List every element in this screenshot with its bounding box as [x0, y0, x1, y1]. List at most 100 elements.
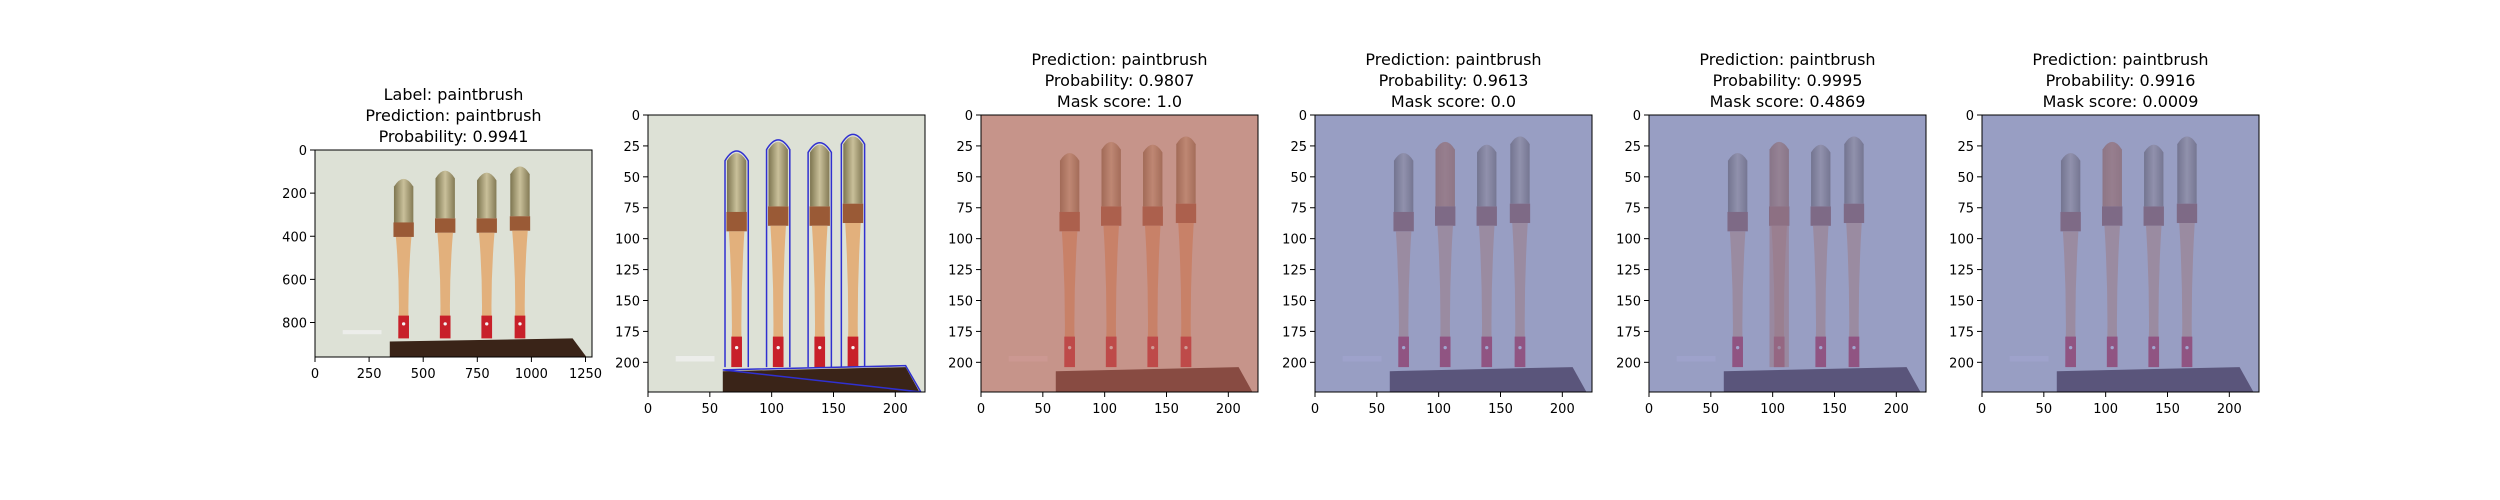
brush-dot [401, 322, 406, 326]
segment-contour [724, 150, 750, 368]
brush-dot [518, 322, 522, 326]
x-tick-label: 200 [2217, 402, 2242, 417]
panel-1-frame [314, 149, 593, 358]
brush-1 [393, 178, 414, 339]
brush-ferrule [393, 222, 414, 237]
y-tick-label: 200 [1949, 356, 1974, 371]
panel-1: 0 250 500 750 1000 1250 0 200 400 600 800 Label: pa… [282, 85, 602, 382]
panel-6-title-line: Probability: 0.9916 [2046, 71, 2196, 90]
brush-ferrule [768, 206, 789, 226]
brush-dot [776, 346, 780, 350]
brush-red-end [398, 315, 409, 339]
panel-4-title-line: Mask score: 0.0 [1391, 92, 1516, 111]
panel-5-image [1649, 115, 1926, 392]
brush-head [726, 152, 747, 212]
y-tick-label: 600 [282, 273, 307, 288]
brush-dot [485, 322, 489, 326]
y-tick-label: 0 [965, 109, 973, 124]
table-base [389, 338, 587, 357]
y-tick-label: 100 [948, 233, 973, 248]
brush-head [843, 136, 863, 204]
brush-red-end [514, 315, 526, 339]
y-tick-label: 175 [1616, 325, 1641, 340]
x-tick-label: 0 [644, 402, 652, 417]
brush-handle [512, 230, 528, 339]
x-tick-label: 200 [1216, 402, 1241, 417]
brush-handle [770, 225, 786, 368]
x-tick-label: 50 [702, 402, 719, 417]
y-tick-label: 150 [948, 294, 973, 309]
y-tick-label: 200 [282, 187, 307, 202]
y-tick-label: 0 [299, 144, 307, 159]
x-tick-label: 750 [465, 367, 490, 382]
brush-3 [476, 172, 497, 339]
y-tick-label: 0 [1966, 109, 1974, 124]
x-tick-label: 150 [1488, 402, 1513, 417]
mask-overlay [1315, 115, 1592, 392]
y-tick-label: 150 [1282, 294, 1307, 309]
brush-4 [509, 166, 531, 339]
brush-4 [840, 133, 866, 368]
x-tick-label: 200 [1884, 402, 1909, 417]
x-tick-label: 0 [1311, 402, 1319, 417]
x-tick-label: 100 [759, 402, 784, 417]
scale-label [342, 330, 382, 335]
y-tick-label: 75 [1624, 202, 1641, 217]
x-tick-label: 1250 [569, 367, 602, 382]
brush-ferrule [476, 218, 497, 233]
mask-overlay [981, 115, 1258, 392]
y-tick-label: 125 [615, 264, 640, 279]
x-tick-label: 150 [1822, 402, 1847, 417]
y-tick-label: 50 [1624, 171, 1641, 186]
x-tick-label: 100 [1092, 402, 1117, 417]
y-tick-label: 200 [1616, 356, 1641, 371]
brush-red-end [814, 336, 826, 368]
x-tick-label: 50 [1703, 402, 1720, 417]
brush-red-end [772, 336, 784, 368]
y-tick-label: 25 [1957, 140, 1974, 155]
brush-head [768, 141, 788, 207]
panel-5-title-line: Probability: 0.9995 [1713, 71, 1863, 90]
y-tick-label: 125 [948, 264, 973, 279]
panel-4-title-line: Probability: 0.9613 [1379, 71, 1529, 90]
panel-2-frame [647, 114, 926, 393]
brush-handle [845, 223, 861, 368]
y-tick-label: 50 [1290, 171, 1307, 186]
brush-red-end [847, 336, 859, 368]
brush-red-end [439, 315, 451, 339]
y-tick-label: 0 [1633, 109, 1641, 124]
brush-dot [443, 322, 447, 326]
x-tick-label: 150 [1154, 402, 1179, 417]
y-tick-label: 50 [1957, 171, 1974, 186]
y-tick-label: 0 [1299, 109, 1307, 124]
x-tick-label: 0 [977, 402, 985, 417]
brush-dot [851, 346, 855, 350]
panel-2-image [648, 115, 925, 392]
panel-5-title-line: Mask score: 0.4869 [1710, 92, 1866, 111]
panel-6-title-line: Mask score: 0.0009 [2043, 92, 2199, 111]
x-tick-label: 100 [1426, 402, 1451, 417]
panel-1-title-line: Label: paintbrush [384, 85, 524, 104]
brush-1 [724, 150, 750, 368]
panel-3-image [981, 115, 1258, 392]
mask-overlay [1649, 115, 1926, 392]
y-tick-label: 25 [1624, 140, 1641, 155]
y-tick-label: 800 [282, 317, 307, 332]
brush-ferrule [509, 216, 531, 231]
brush-3 [807, 141, 833, 368]
x-tick-label: 200 [1550, 402, 1575, 417]
panel-5: 0 50 100 150 200 0 25 50 75 100 125 150 175 200 Predic… [1616, 50, 1927, 417]
x-tick-label: 1000 [515, 367, 548, 382]
scale-label [675, 355, 715, 362]
y-tick-label: 125 [1949, 264, 1974, 279]
panel-6-frame [1981, 114, 2260, 393]
panel-1-title-line: Prediction: paintbrush [365, 106, 541, 125]
panel-5-title-line: Prediction: paintbrush [1699, 50, 1875, 69]
x-tick-label: 150 [821, 402, 846, 417]
panel-6: 0 50 100 150 200 0 25 50 75 100 125 150 175 200 Predic… [1949, 50, 2260, 417]
panel-3-title-line: Mask score: 1.0 [1057, 92, 1182, 111]
y-tick-label: 200 [1282, 356, 1307, 371]
brush-handle [437, 232, 453, 339]
brush-red-end [731, 336, 742, 368]
y-tick-label: 150 [1949, 294, 1974, 309]
